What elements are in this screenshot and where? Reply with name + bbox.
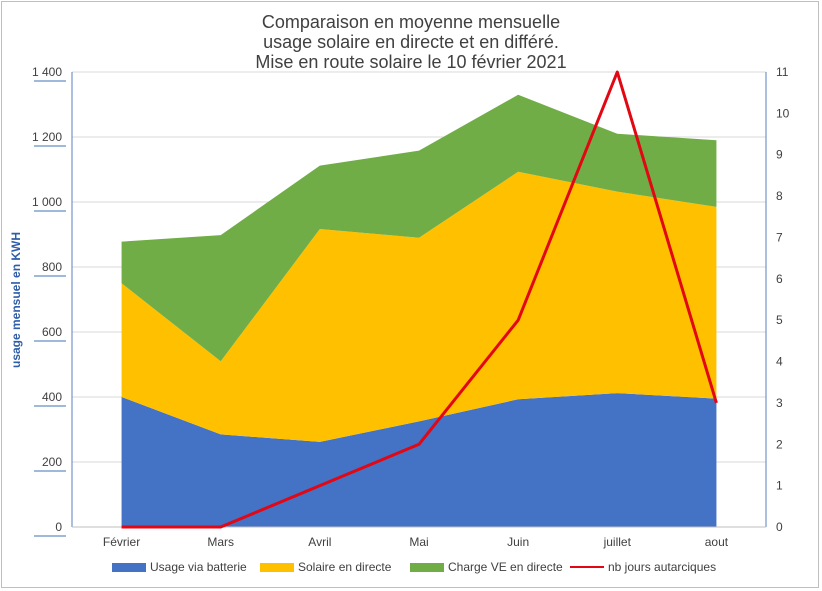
y-left-tick-label: 0 (55, 520, 62, 534)
area-series-2 (121, 171, 717, 442)
y-right-tick-label: 0 (776, 520, 783, 534)
y-axis-title: usage mensuel en KWH (9, 232, 23, 368)
y-right-tick-label: 7 (776, 230, 783, 244)
x-tick-label: Avril (308, 535, 331, 549)
chart-title-line-1: Comparaison en moyenne mensuelle (261, 12, 561, 32)
area-series-3 (121, 94, 717, 362)
y-right-tick-label: 3 (776, 396, 783, 410)
y-right-tick-label: 11 (776, 65, 789, 79)
legend-label: Charge VE en directe (448, 560, 563, 574)
legend-item: Solaire en directe (260, 560, 391, 574)
y-left-tick-label: 1 200 (32, 130, 62, 144)
chart-title-line-3: Mise en route solaire le 10 février 2021 (255, 52, 567, 72)
legend-label: Solaire en directe (298, 560, 392, 574)
area-series-1 (121, 393, 717, 527)
y-right-tick-label: 10 (776, 106, 790, 120)
chart-legend: Usage via batterie Solaire en directe Char… (0, 560, 822, 580)
legend-item: Charge VE en directe (410, 560, 563, 574)
y-left-tick-label: 800 (42, 260, 62, 274)
legend-item: nb jours autarciques (570, 560, 716, 574)
y-left-tick-label: 200 (42, 455, 62, 469)
y-right-tick-label: 9 (776, 148, 783, 162)
x-tick-label: juillet (603, 535, 632, 549)
line-series-1 (121, 70, 718, 529)
legend-label: nb jours autarciques (608, 560, 717, 574)
x-tick-label: Mai (409, 535, 428, 549)
x-tick-label: Février (103, 535, 140, 549)
legend-color-swatch (112, 562, 146, 572)
x-tick-label: aout (705, 535, 729, 549)
y-right-tick-label: 6 (776, 272, 783, 286)
y-left-tick-label: 1 400 (32, 65, 62, 79)
y-left-tick-label: 600 (42, 325, 62, 339)
legend-color-swatch (410, 562, 444, 572)
y-right-tick-label: 8 (776, 189, 783, 203)
chart-title-line-2: usage solaire en directe et en différé. (263, 32, 559, 52)
y-left-tick-label: 1 000 (32, 195, 62, 209)
y-right-tick-label: 2 (776, 437, 783, 451)
y-right-tick-label: 4 (776, 355, 783, 369)
y-left-tick-label: 400 (42, 390, 62, 404)
y-right-tick-label: 5 (776, 313, 783, 327)
x-tick-label: Mars (207, 535, 234, 549)
legend-item: Usage via batterie (112, 560, 247, 574)
x-tick-label: Juin (507, 535, 529, 549)
legend-line-swatch (570, 566, 604, 568)
legend-label: Usage via batterie (150, 560, 247, 574)
y-right-tick-label: 1 (776, 479, 783, 493)
legend-color-swatch (260, 562, 294, 572)
